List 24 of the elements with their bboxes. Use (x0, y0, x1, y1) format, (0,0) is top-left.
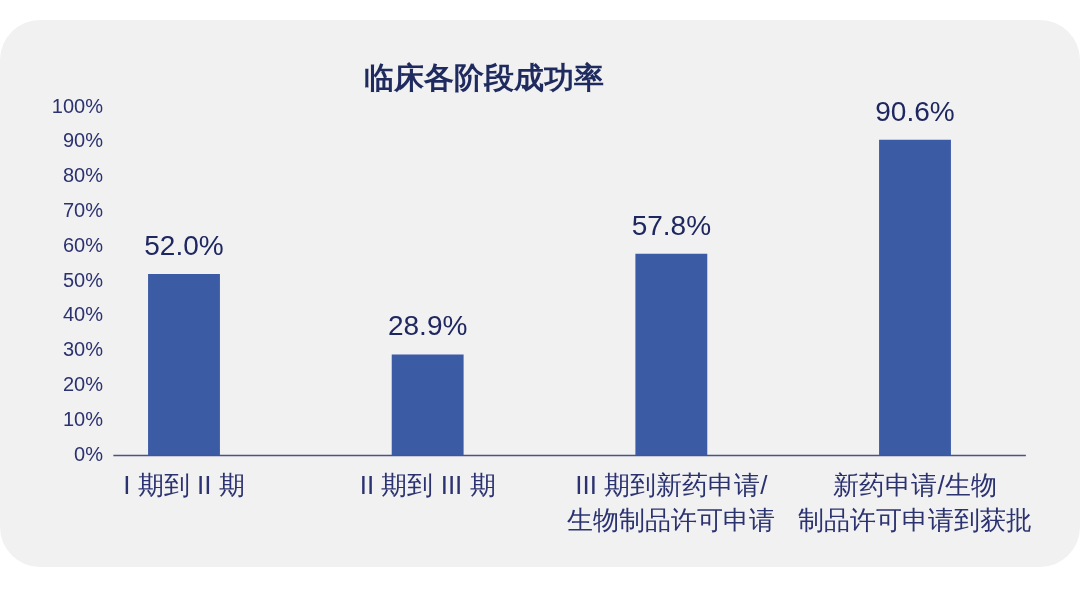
bar (148, 274, 220, 455)
x-tick-label: III 期到新药申请/生物制品许可申请 (567, 469, 776, 535)
x-tick-label: I 期到 II 期 (123, 469, 245, 500)
y-tick-label: 50% (62, 268, 104, 291)
bar (391, 354, 464, 455)
bar (635, 253, 708, 455)
y-tick-label: 60% (62, 233, 104, 256)
y-tick-label: 70% (62, 198, 104, 221)
data-label: 28.9% (387, 310, 468, 342)
y-tick-label: 20% (62, 372, 104, 395)
chart-title: 临床各阶段成功率 (363, 61, 604, 95)
data-label: 90.6% (875, 95, 955, 127)
y-tick-label: 100% (51, 94, 104, 117)
data-label: 57.8% (631, 209, 712, 241)
y-tick-label: 30% (62, 338, 104, 361)
y-tick-label: 0% (74, 442, 104, 465)
x-tick-label: 新药申请/生物制品许可申请到获批 (798, 469, 1032, 535)
y-tick-label: 90% (62, 129, 104, 152)
y-tick-label: 80% (62, 164, 104, 187)
x-tick-label: II 期到 III 期 (359, 469, 496, 500)
bar (879, 139, 951, 455)
y-tick-label: 10% (62, 407, 104, 430)
data-label: 52.0% (144, 230, 224, 262)
y-tick-label: 40% (62, 303, 104, 326)
